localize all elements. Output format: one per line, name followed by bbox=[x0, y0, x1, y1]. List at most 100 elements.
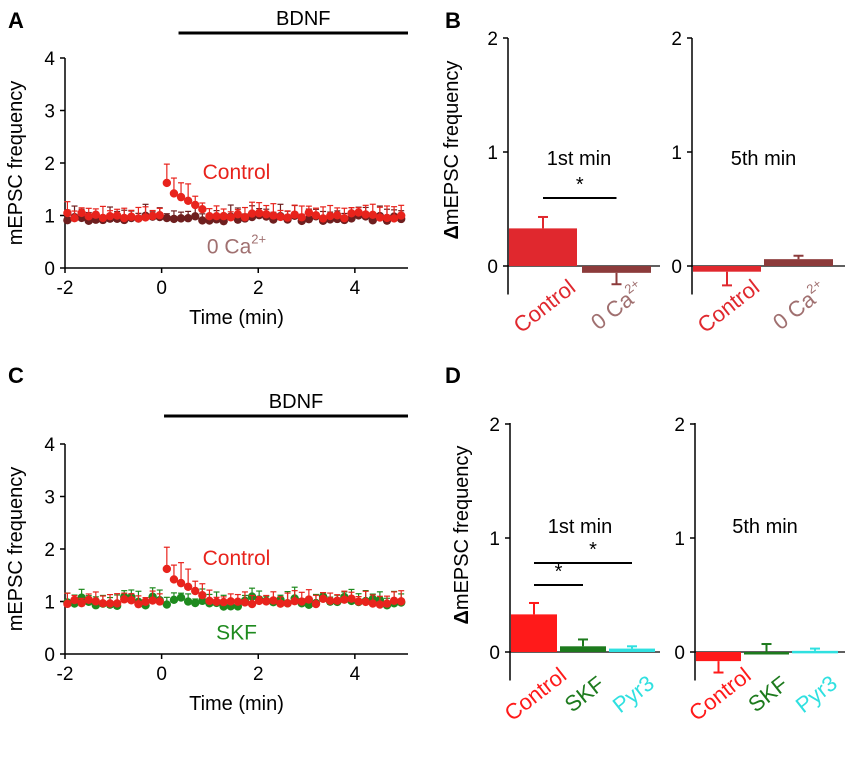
data-point bbox=[98, 599, 108, 608]
data-point bbox=[176, 593, 186, 602]
bar bbox=[609, 648, 655, 652]
data-point bbox=[162, 178, 172, 188]
superscript: 2+ bbox=[621, 276, 642, 297]
x-tick-label: 4 bbox=[350, 278, 361, 299]
data-point bbox=[233, 597, 243, 606]
data-point bbox=[205, 212, 214, 221]
y-tick-label: 2 bbox=[674, 415, 685, 436]
bdnf-label: BDNF bbox=[276, 8, 330, 30]
y-tick-label: 1 bbox=[674, 529, 685, 550]
data-point bbox=[297, 213, 306, 222]
series-label-control: Control bbox=[203, 547, 271, 570]
data-point bbox=[333, 211, 342, 220]
y-tick-label: 0 bbox=[489, 643, 500, 664]
data-point bbox=[120, 213, 129, 223]
data-point bbox=[70, 595, 79, 605]
data-point bbox=[191, 598, 200, 608]
data-point bbox=[183, 196, 193, 205]
category-label: 0 Ca2+ bbox=[767, 276, 832, 335]
bdnf-label: BDNF bbox=[269, 391, 323, 413]
data-point bbox=[226, 213, 235, 222]
x-tick-label: 4 bbox=[350, 664, 361, 685]
data-point bbox=[318, 214, 328, 223]
y-tick-label: 0 bbox=[671, 257, 682, 278]
y-axis-label: mEPSC frequency bbox=[5, 467, 27, 632]
x-tick-label: -2 bbox=[57, 278, 74, 299]
data-point bbox=[148, 596, 157, 605]
data-point bbox=[297, 597, 306, 606]
bar bbox=[764, 259, 833, 266]
data-point bbox=[340, 213, 349, 223]
delta-symbol: Δ bbox=[441, 225, 463, 239]
x-axis-label: Time (min) bbox=[189, 693, 284, 715]
x-tick-label: 2 bbox=[253, 278, 264, 299]
y-tick-label: 2 bbox=[489, 415, 500, 436]
y-tick-label: 0 bbox=[44, 259, 55, 280]
data-point bbox=[354, 208, 363, 217]
bar bbox=[744, 652, 789, 655]
data-point bbox=[325, 596, 335, 606]
x-axis-label: Time (min) bbox=[189, 307, 284, 329]
y-tick-label: 2 bbox=[44, 540, 55, 561]
data-point bbox=[368, 599, 377, 608]
bar bbox=[693, 266, 761, 272]
data-point bbox=[162, 600, 172, 609]
data-point bbox=[354, 597, 363, 606]
panel-letter: B bbox=[445, 8, 461, 33]
data-point bbox=[269, 596, 278, 605]
data-point bbox=[191, 200, 200, 210]
y-tick-label: 4 bbox=[44, 435, 55, 456]
bar bbox=[792, 650, 838, 654]
data-point bbox=[169, 189, 179, 198]
data-point bbox=[276, 212, 285, 222]
data-point bbox=[269, 211, 278, 220]
data-point bbox=[254, 208, 264, 218]
data-point bbox=[198, 216, 207, 225]
series-label-other: 0 Ca2+ bbox=[207, 231, 266, 258]
series-control bbox=[63, 163, 406, 223]
data-point bbox=[290, 210, 299, 219]
y-tick-label: 1 bbox=[44, 593, 55, 614]
data-point bbox=[283, 599, 292, 608]
y-tick-label: 2 bbox=[487, 29, 498, 50]
x-tick-label: 0 bbox=[156, 664, 167, 685]
x-tick-label: 0 bbox=[156, 278, 167, 299]
data-point bbox=[247, 209, 257, 218]
data-point bbox=[183, 582, 193, 591]
y-tick-label: 1 bbox=[671, 143, 682, 164]
bar bbox=[509, 228, 577, 266]
data-point bbox=[347, 209, 356, 218]
data-point bbox=[127, 596, 136, 605]
series-control bbox=[63, 546, 406, 609]
bar bbox=[560, 646, 606, 652]
data-point bbox=[347, 594, 356, 603]
data-point bbox=[361, 210, 370, 219]
significance-star: * bbox=[589, 539, 597, 561]
data-point bbox=[212, 597, 221, 607]
data-point bbox=[290, 597, 299, 606]
data-point bbox=[311, 211, 321, 220]
y-tick-label: 2 bbox=[671, 29, 682, 50]
data-point bbox=[304, 214, 314, 224]
y-axis-label-text: mEPSC frequency bbox=[451, 446, 473, 611]
significance-star: * bbox=[576, 174, 584, 196]
data-point bbox=[70, 214, 79, 223]
significance-star: * bbox=[555, 561, 563, 583]
bar bbox=[511, 614, 557, 652]
data-point bbox=[361, 597, 370, 607]
data-point bbox=[262, 210, 271, 219]
data-point bbox=[134, 214, 143, 223]
series-label-other: SKF bbox=[216, 621, 257, 644]
data-point bbox=[304, 208, 314, 217]
data-point bbox=[105, 211, 115, 221]
superscript: 2+ bbox=[803, 276, 824, 297]
data-point bbox=[169, 575, 179, 584]
data-point bbox=[155, 210, 164, 220]
y-axis-label: ΔmEPSC frequency bbox=[451, 446, 473, 625]
